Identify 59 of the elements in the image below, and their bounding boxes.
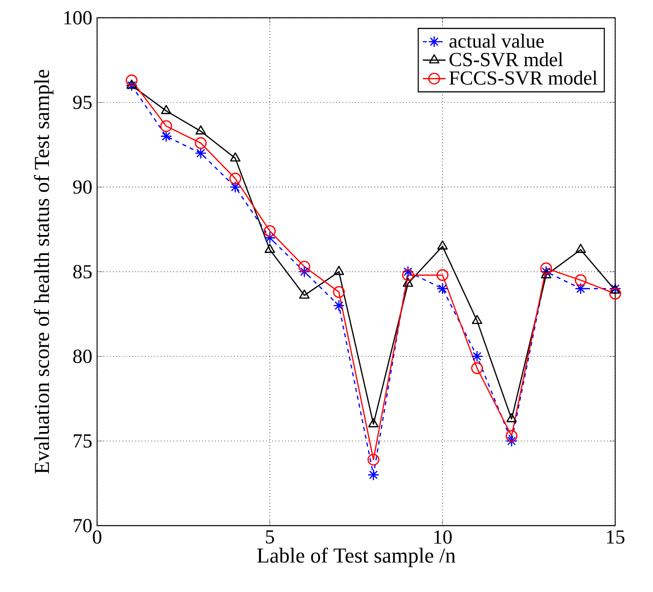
point	[437, 240, 448, 250]
point	[471, 362, 483, 374]
point	[540, 269, 552, 278]
point	[471, 350, 483, 362]
point	[540, 266, 552, 278]
point	[264, 232, 276, 244]
point	[506, 435, 518, 448]
point	[436, 282, 448, 295]
point	[229, 172, 242, 185]
point	[194, 137, 207, 150]
point	[368, 454, 380, 466]
point	[126, 80, 138, 92]
point	[402, 278, 414, 287]
point	[540, 262, 552, 274]
x-tick-label: 15	[607, 530, 624, 544]
y-tick-label: 70	[74, 519, 92, 532]
point	[299, 290, 310, 299]
point	[472, 315, 482, 324]
x-tick-label: 0	[92, 530, 102, 544]
x-tick-label: 5	[266, 530, 274, 544]
y-tick-label: 75	[74, 434, 92, 448]
point	[229, 181, 242, 194]
point	[368, 469, 380, 481]
y-tick-label: 80	[73, 350, 92, 364]
point	[196, 125, 206, 135]
point	[609, 288, 622, 300]
point	[436, 269, 448, 282]
y-tick-label: 85	[73, 265, 92, 279]
point	[574, 282, 587, 295]
point	[575, 244, 586, 254]
y-tick-label: 95	[73, 96, 92, 110]
y-tick-label: 90	[73, 180, 92, 194]
point	[402, 269, 414, 282]
point	[264, 244, 276, 254]
point	[298, 266, 310, 278]
legend-label: CS-SVR mdel	[450, 52, 563, 66]
point	[126, 80, 137, 89]
point	[506, 430, 518, 442]
point	[402, 266, 414, 278]
legend-label: FCCS-SVR model	[449, 70, 598, 85]
point	[264, 225, 276, 238]
point	[332, 300, 345, 312]
point	[194, 147, 207, 160]
point	[160, 130, 172, 142]
point	[574, 274, 587, 286]
point	[230, 152, 240, 162]
point	[506, 413, 517, 422]
point	[160, 105, 172, 114]
x-tick-label: 10	[434, 530, 452, 544]
point	[160, 120, 172, 132]
y-tick-label: 100	[64, 11, 92, 25]
point	[126, 74, 138, 86]
point	[334, 266, 344, 276]
point	[368, 418, 379, 428]
point	[332, 286, 345, 298]
legend-label: actual value	[449, 34, 544, 48]
x-axis-title: Lable of Test sample /n	[257, 548, 456, 568]
point	[298, 260, 310, 273]
y-axis-title: Evaluation score of health status of Test sample	[34, 70, 54, 474]
